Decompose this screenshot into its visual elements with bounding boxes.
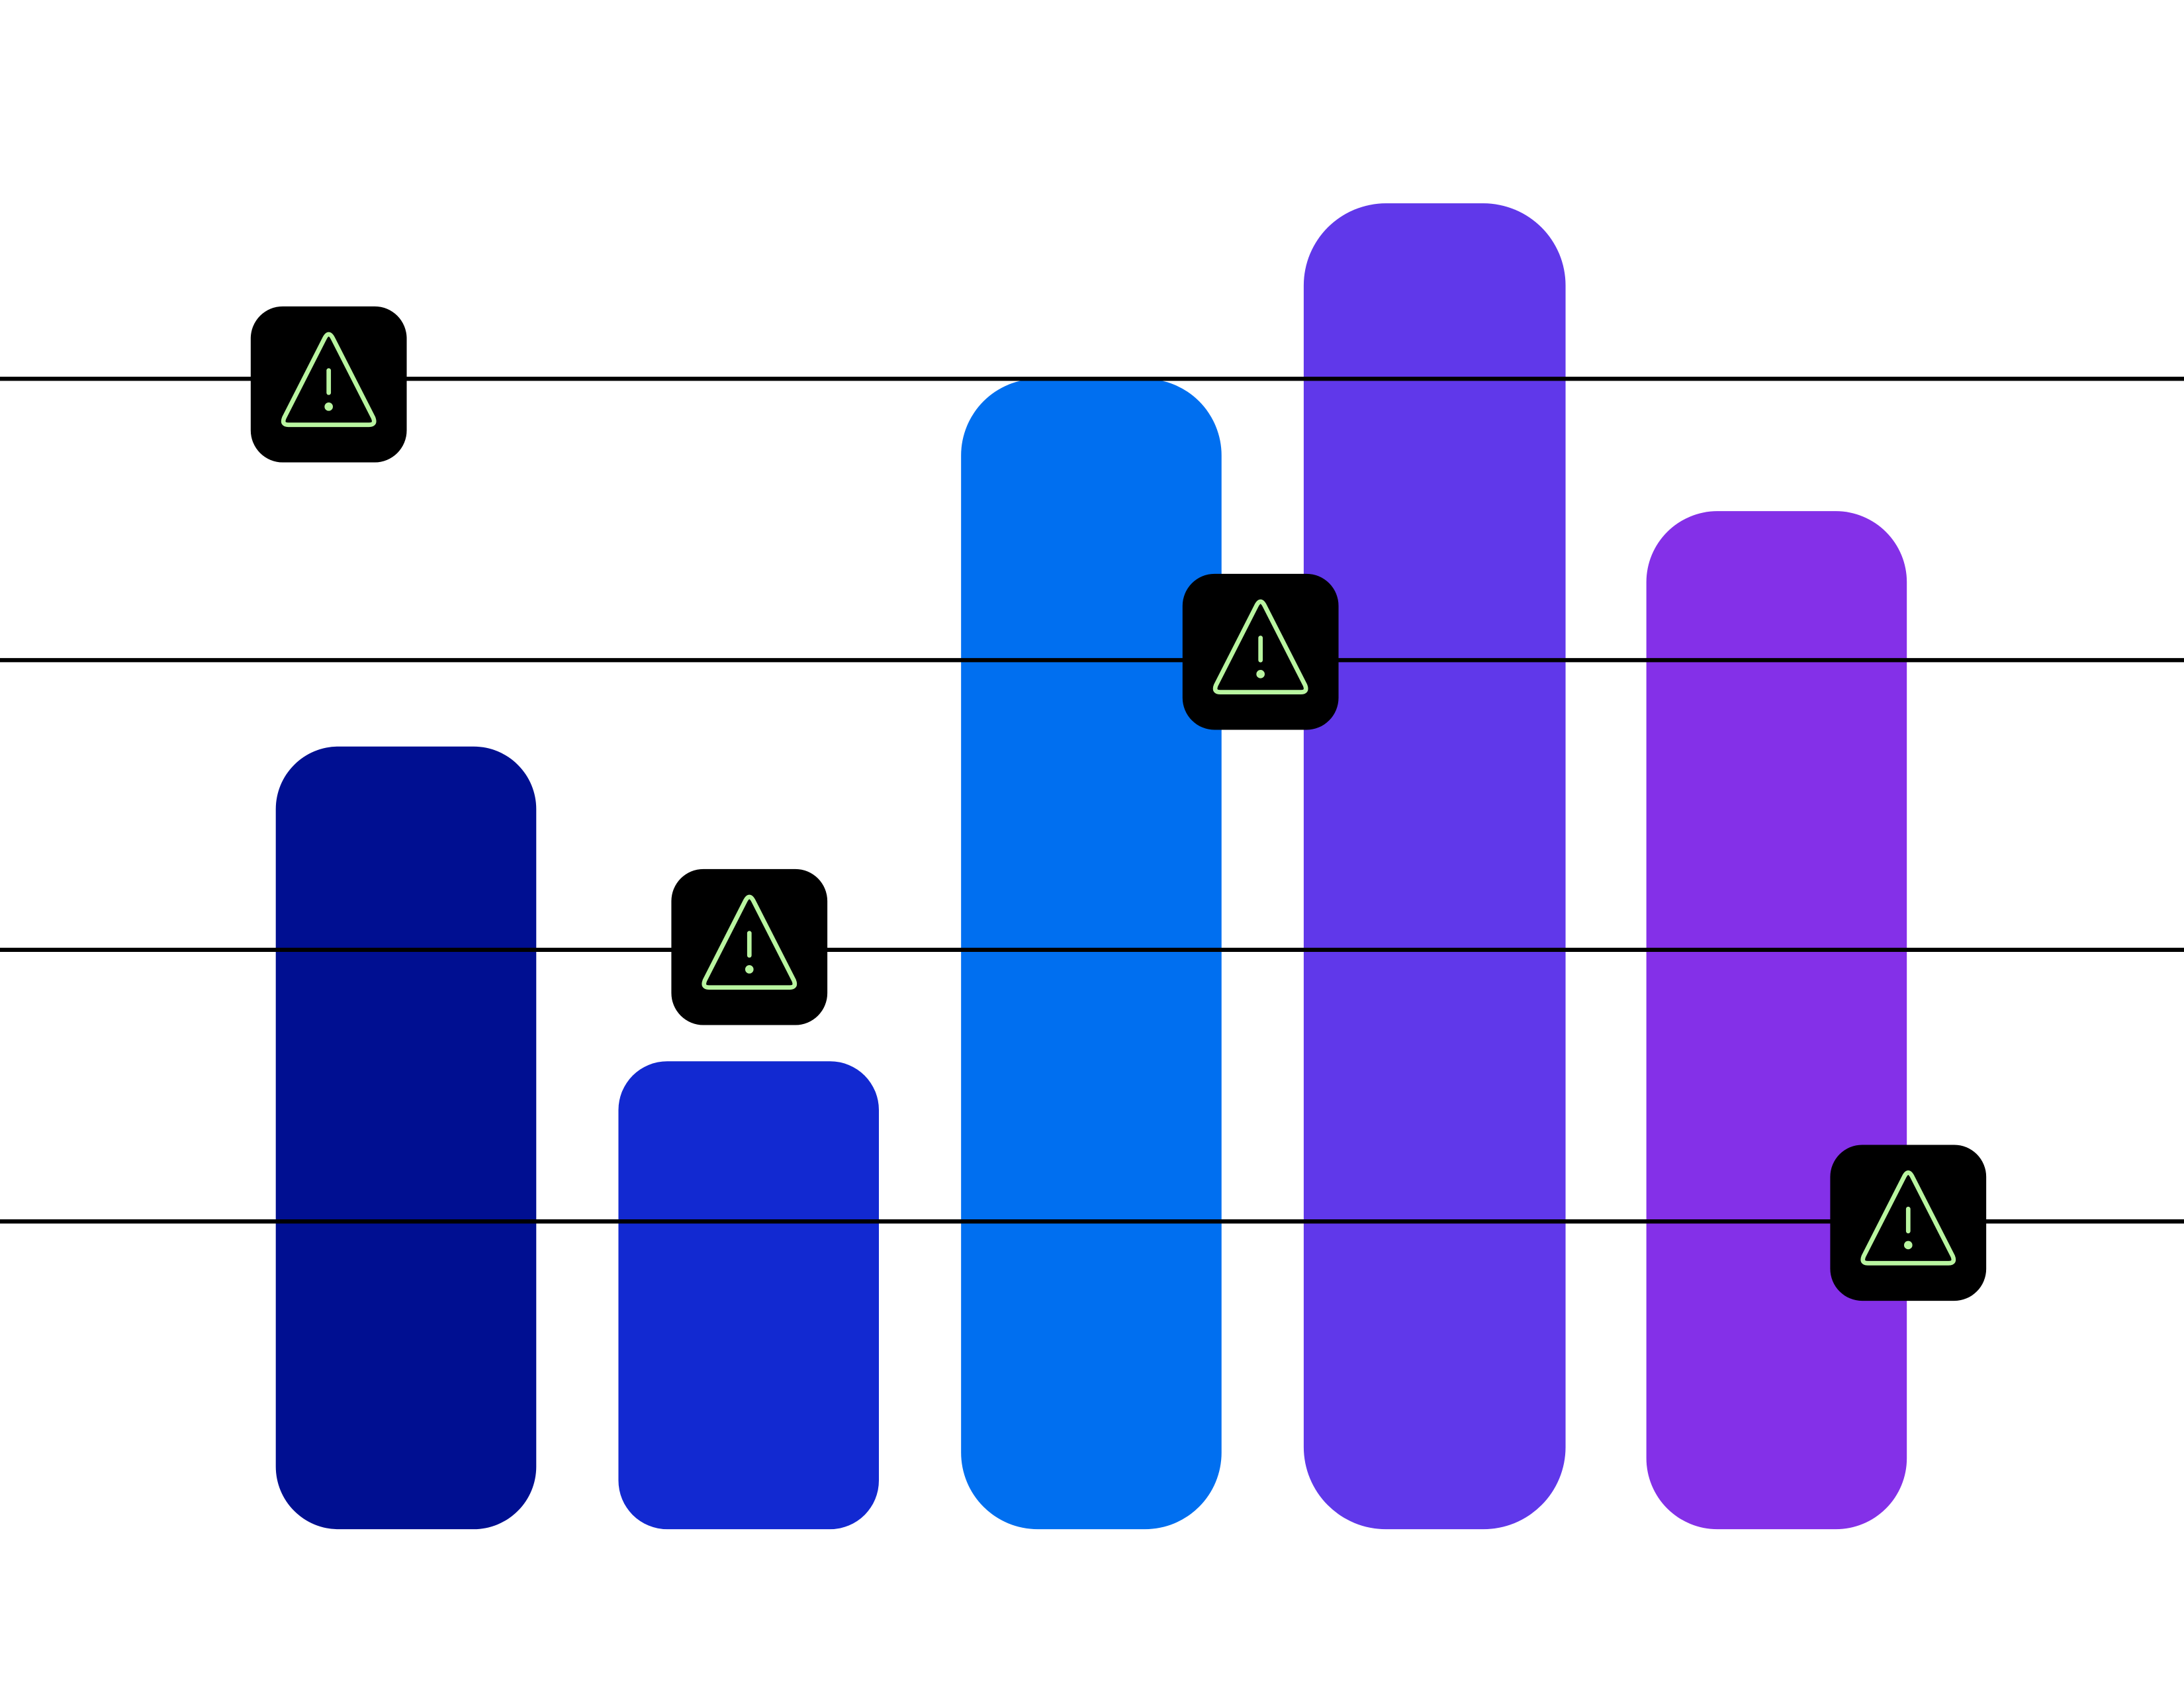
warning-triangle bbox=[1212, 599, 1308, 695]
bar bbox=[618, 1061, 879, 1530]
bar bbox=[1646, 511, 1907, 1530]
warning-badge bbox=[250, 306, 407, 463]
warning-triangle bbox=[281, 332, 377, 428]
bar bbox=[1303, 203, 1566, 1530]
warning-dot bbox=[324, 402, 333, 411]
warning-dot bbox=[745, 965, 754, 974]
bar bbox=[275, 746, 537, 1530]
bar bbox=[961, 379, 1222, 1530]
warning-dot bbox=[1256, 670, 1265, 679]
warning-triangle bbox=[1860, 1170, 1956, 1266]
warning-badge bbox=[1830, 1145, 1987, 1301]
warning-badge bbox=[1182, 573, 1339, 730]
warning-triangle bbox=[702, 894, 797, 990]
warning-badge bbox=[671, 868, 828, 1025]
warning-dot bbox=[1903, 1241, 1913, 1250]
